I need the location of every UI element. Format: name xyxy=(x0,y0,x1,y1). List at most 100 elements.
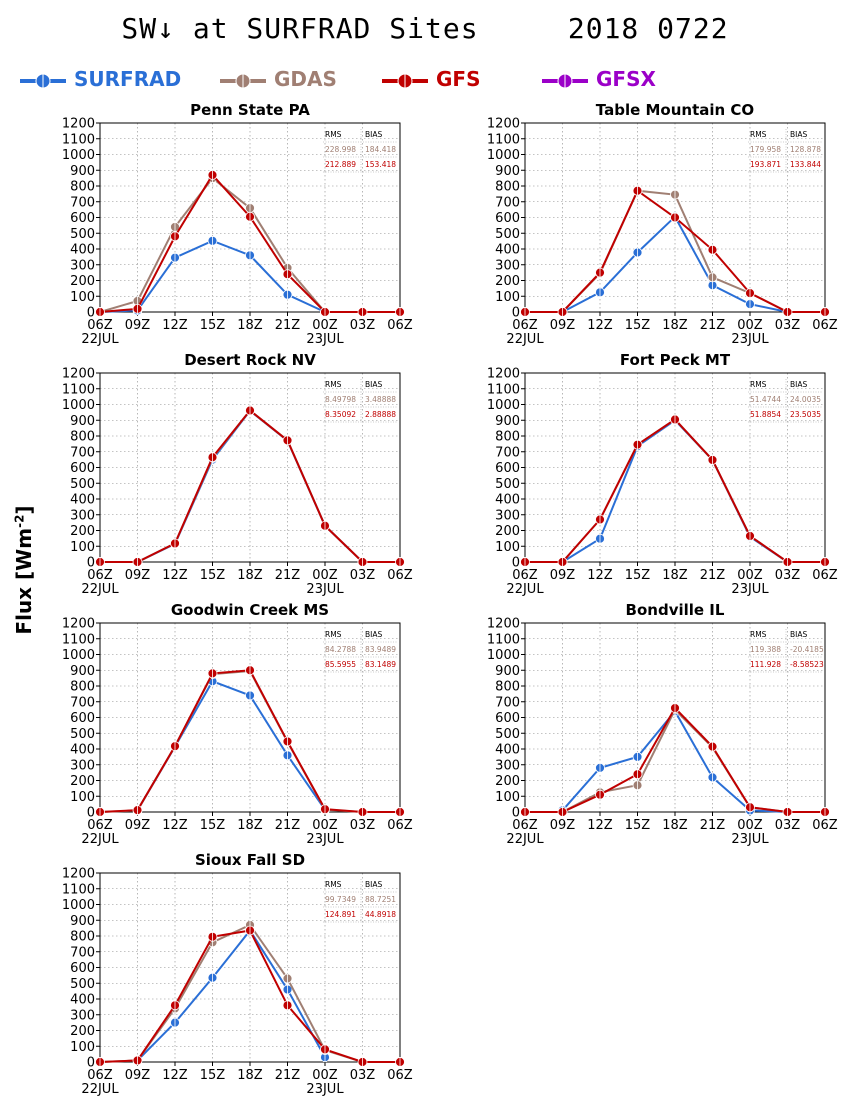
x-tick-label: 06Z xyxy=(87,318,113,333)
legend-label: GFSX xyxy=(596,67,656,91)
chart-panel: Desert Rock NV 01002003004005006007008009… xyxy=(62,351,413,597)
y-tick-label: 700 xyxy=(495,445,520,460)
legend-label: GFS xyxy=(436,67,481,91)
chart-panel: Bondville IL 0100200300400500600700800900… xyxy=(487,601,838,847)
y-tick-label: 700 xyxy=(70,195,95,210)
stats-bias-value: 184.418 xyxy=(365,145,396,154)
y-tick-label: 900 xyxy=(70,414,95,429)
chart-title: Goodwin Creek MS xyxy=(171,601,329,619)
stats-rms-header: RMS xyxy=(325,880,342,889)
stats-rms-header: RMS xyxy=(325,380,342,389)
y-tick-label: 100 xyxy=(70,290,95,305)
stats-rms-header: RMS xyxy=(750,380,767,389)
y-tick-label: 800 xyxy=(70,930,95,945)
y-tick-label: 500 xyxy=(495,727,520,742)
x-tick-label: 00Z xyxy=(312,568,338,583)
stats-bias-value: 3.48888 xyxy=(365,395,396,404)
x-tick-label: 03Z xyxy=(350,568,376,583)
stats-rms-value: 84.2788 xyxy=(325,645,356,654)
x-tick-label: 09Z xyxy=(125,318,151,333)
y-tick-label: 300 xyxy=(70,1008,95,1023)
y-tick-label: 600 xyxy=(70,211,95,226)
x-tick-label: 06Z xyxy=(512,568,538,583)
y-tick-label: 1100 xyxy=(487,132,520,147)
legend-marker-icon xyxy=(220,73,266,89)
x-tick-label: 15Z xyxy=(200,568,226,583)
legend-label: SURFRAD xyxy=(74,67,182,91)
y-tick-label: 100 xyxy=(495,290,520,305)
y-tick-label: 600 xyxy=(70,461,95,476)
x-tick-label: 09Z xyxy=(125,568,151,583)
y-tick-label: 900 xyxy=(70,664,95,679)
x-date-label: 23JUL xyxy=(306,1082,344,1097)
x-tick-label: 09Z xyxy=(125,1068,151,1083)
chart-panel: Goodwin Creek MS 010020030040050060070080… xyxy=(62,601,413,847)
stats-bias-value: 83.9489 xyxy=(365,645,396,654)
x-tick-label: 00Z xyxy=(312,318,338,333)
stats-bias-header: BIAS xyxy=(790,630,807,639)
x-tick-label: 03Z xyxy=(350,318,376,333)
x-tick-label: 00Z xyxy=(737,818,763,833)
stats-bias-header: BIAS xyxy=(365,630,382,639)
y-tick-label: 200 xyxy=(70,274,95,289)
y-tick-label: 1000 xyxy=(62,648,95,663)
x-date-label: 23JUL xyxy=(306,832,344,847)
y-tick-label: 1000 xyxy=(62,898,95,913)
stats-rms-value: 228.998 xyxy=(325,145,356,154)
series-line xyxy=(525,418,825,563)
x-tick-label: 15Z xyxy=(625,568,651,583)
x-tick-label: 12Z xyxy=(587,568,613,583)
x-tick-label: 06Z xyxy=(87,568,113,583)
series-gfs xyxy=(520,414,830,567)
y-tick-label: 1200 xyxy=(487,617,520,632)
x-tick-label: 12Z xyxy=(587,818,613,833)
stats-rms-header: RMS xyxy=(325,130,342,139)
x-date-label: 23JUL xyxy=(731,332,769,347)
stats-bias-value: -20.4185 xyxy=(790,645,824,654)
y-tick-label: 1100 xyxy=(487,382,520,397)
y-tick-label: 900 xyxy=(70,164,95,179)
y-tick-label: 1000 xyxy=(62,148,95,163)
x-tick-label: 06Z xyxy=(812,318,838,333)
x-tick-label: 06Z xyxy=(387,818,413,833)
y-tick-label: 700 xyxy=(495,195,520,210)
x-tick-label: 15Z xyxy=(625,318,651,333)
y-tick-label: 500 xyxy=(70,727,95,742)
y-tick-label: 0 xyxy=(512,806,520,821)
stats-bias-value: 24.0035 xyxy=(790,395,821,404)
stats-bias-value: 44.8918 xyxy=(365,910,396,919)
x-tick-label: 21Z xyxy=(700,318,726,333)
stats-rms-header: RMS xyxy=(325,630,342,639)
legend-label: GDAS xyxy=(274,67,337,91)
y-tick-label: 1000 xyxy=(487,148,520,163)
x-tick-label: 03Z xyxy=(350,818,376,833)
y-tick-label: 900 xyxy=(70,914,95,929)
y-tick-label: 300 xyxy=(70,508,95,523)
x-tick-label: 06Z xyxy=(512,818,538,833)
series-line xyxy=(525,418,825,563)
y-tick-label: 600 xyxy=(70,711,95,726)
y-tick-label: 600 xyxy=(495,711,520,726)
x-tick-label: 06Z xyxy=(387,1068,413,1083)
x-tick-label: 15Z xyxy=(200,318,226,333)
chart-title: Fort Peck MT xyxy=(620,351,731,369)
y-tick-label: 300 xyxy=(70,758,95,773)
series-line xyxy=(136,928,326,1062)
legend-marker-icon xyxy=(382,73,428,89)
y-tick-label: 1200 xyxy=(62,867,95,882)
y-tick-label: 800 xyxy=(495,680,520,695)
stats-rms-value: 119.388 xyxy=(750,645,781,654)
series-gfs xyxy=(95,405,405,567)
figure-title-date: 2018 0722 xyxy=(567,12,729,45)
x-tick-label: 06Z xyxy=(812,818,838,833)
y-tick-label: 500 xyxy=(495,477,520,492)
stats-bias-value: 128.878 xyxy=(790,145,821,154)
stats-bias-header: BIAS xyxy=(365,130,382,139)
y-tick-label: 400 xyxy=(495,743,520,758)
y-tick-label: 100 xyxy=(70,1040,95,1055)
y-tick-label: 1200 xyxy=(62,117,95,132)
x-tick-label: 03Z xyxy=(775,818,801,833)
y-tick-label: 100 xyxy=(495,790,520,805)
